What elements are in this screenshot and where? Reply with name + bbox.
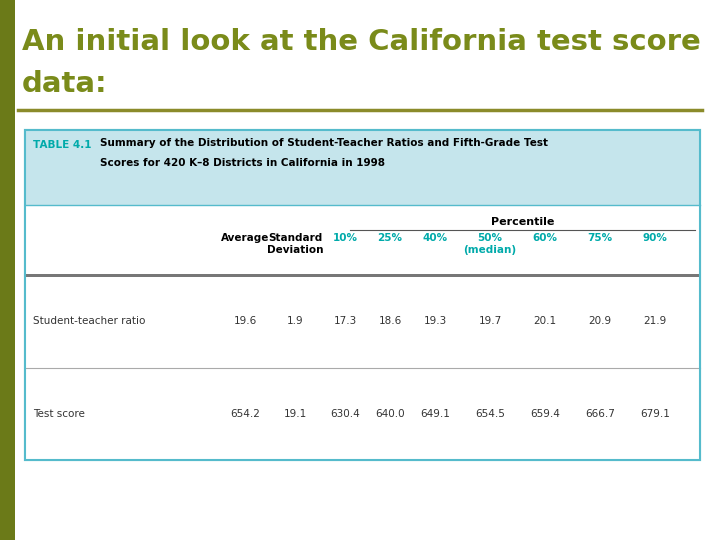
Text: Student-teacher ratio: Student-teacher ratio <box>33 316 145 326</box>
Text: 90%: 90% <box>642 233 667 243</box>
Text: 75%: 75% <box>588 233 613 243</box>
Text: 640.0: 640.0 <box>375 409 405 419</box>
Text: Percentile: Percentile <box>491 217 554 227</box>
Text: 19.3: 19.3 <box>423 316 446 326</box>
Text: 19.1: 19.1 <box>284 409 307 419</box>
Text: 60%: 60% <box>533 233 557 243</box>
Bar <box>25 274 700 276</box>
Text: 679.1: 679.1 <box>640 409 670 419</box>
Text: 20.9: 20.9 <box>588 316 611 326</box>
Text: Average: Average <box>221 233 269 243</box>
Text: 19.6: 19.6 <box>233 316 256 326</box>
Text: 20.1: 20.1 <box>534 316 557 326</box>
Text: Standard
Deviation: Standard Deviation <box>266 233 323 254</box>
Text: 654.2: 654.2 <box>230 409 260 419</box>
Text: 25%: 25% <box>377 233 402 243</box>
Text: 649.1: 649.1 <box>420 409 450 419</box>
Text: 40%: 40% <box>423 233 448 243</box>
Text: 10%: 10% <box>333 233 358 243</box>
Text: Scores for 420 K–8 Districts in California in 1998: Scores for 420 K–8 Districts in Californ… <box>100 158 385 168</box>
Bar <box>0 0 15 540</box>
Text: 659.4: 659.4 <box>530 409 560 419</box>
Text: TABLE 4.1: TABLE 4.1 <box>33 140 91 150</box>
Text: 50%
(median): 50% (median) <box>464 233 516 254</box>
Text: An initial look at the California test score: An initial look at the California test s… <box>22 28 701 56</box>
Text: Summary of the Distribution of Student-Teacher Ratios and Fifth-Grade Test: Summary of the Distribution of Student-T… <box>100 138 548 148</box>
Bar <box>25 130 700 460</box>
Text: Test score: Test score <box>33 409 85 419</box>
Text: 17.3: 17.3 <box>333 316 356 326</box>
Text: 21.9: 21.9 <box>644 316 667 326</box>
Bar <box>25 368 700 460</box>
Text: 1.9: 1.9 <box>287 316 303 326</box>
Bar <box>25 130 700 205</box>
Text: 19.7: 19.7 <box>478 316 502 326</box>
Text: 630.4: 630.4 <box>330 409 360 419</box>
Text: 18.6: 18.6 <box>379 316 402 326</box>
Text: data:: data: <box>22 70 107 98</box>
Bar <box>25 205 700 275</box>
Text: 666.7: 666.7 <box>585 409 615 419</box>
Text: 654.5: 654.5 <box>475 409 505 419</box>
Bar <box>25 130 700 460</box>
Bar <box>25 275 700 368</box>
